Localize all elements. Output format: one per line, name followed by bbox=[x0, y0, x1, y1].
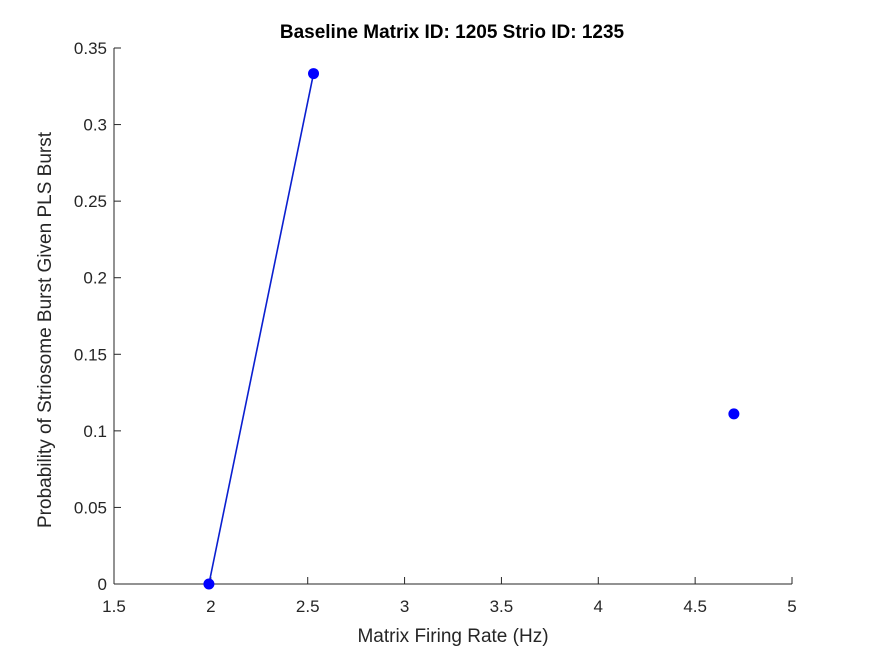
x-tick-label: 3 bbox=[400, 597, 409, 616]
x-tick-label: 3.5 bbox=[490, 597, 514, 616]
y-axis-label: Probability of Striosome Burst Given PLS… bbox=[35, 131, 56, 528]
y-tick-label: 0.05 bbox=[74, 498, 107, 517]
y-tick-label: 0.35 bbox=[74, 39, 107, 58]
x-tick-label: 1.5 bbox=[102, 597, 126, 616]
y-ticks: 0 0.05 0.1 0.15 0.2 0.25 0.3 0.35 bbox=[74, 39, 121, 594]
x-tick-label: 4 bbox=[594, 597, 603, 616]
data-point bbox=[203, 578, 215, 590]
x-tick-label: 4.5 bbox=[683, 597, 707, 616]
x-ticks: 1.5 2 2.5 3 3.5 4 4.5 5 bbox=[102, 577, 797, 616]
x-axis-label: Matrix Firing Rate (Hz) bbox=[357, 626, 548, 647]
plot-area bbox=[203, 68, 740, 590]
y-tick-label: 0.15 bbox=[74, 345, 107, 364]
series-line-segment bbox=[208, 73, 315, 585]
y-tick-label: 0.1 bbox=[83, 422, 107, 441]
x-tick-label: 5 bbox=[787, 597, 796, 616]
x-tick-label: 2 bbox=[206, 597, 215, 616]
y-tick-label: 0.3 bbox=[83, 116, 107, 135]
y-tick-label: 0.25 bbox=[74, 192, 107, 211]
y-tick-label: 0.2 bbox=[83, 269, 107, 288]
chart-title: Baseline Matrix ID: 1205 Strio ID: 1235 bbox=[280, 22, 625, 43]
axes: 1.5 2 2.5 3 3.5 4 4.5 5 00.050.10.150.20.250.30… bbox=[74, 39, 797, 616]
data-point bbox=[728, 408, 740, 420]
data-point bbox=[308, 68, 320, 80]
x-tick-label: 2.5 bbox=[296, 597, 320, 616]
y-tick-label: 0 bbox=[98, 575, 107, 594]
